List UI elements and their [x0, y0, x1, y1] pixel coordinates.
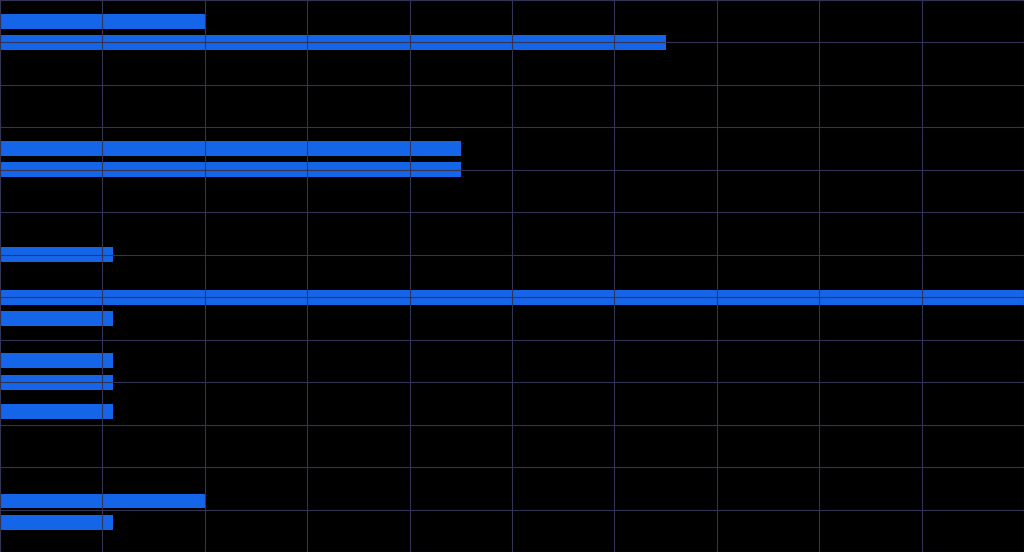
- Bar: [0, 375, 113, 390]
- Bar: [0, 247, 113, 262]
- Bar: [0, 162, 461, 177]
- Bar: [0, 353, 113, 368]
- Bar: [0, 141, 461, 156]
- Bar: [0, 14, 205, 29]
- Bar: [0, 290, 1024, 305]
- Bar: [0, 35, 666, 50]
- Bar: [0, 405, 113, 420]
- Bar: [0, 311, 113, 326]
- Bar: [0, 493, 205, 508]
- Bar: [0, 515, 113, 530]
